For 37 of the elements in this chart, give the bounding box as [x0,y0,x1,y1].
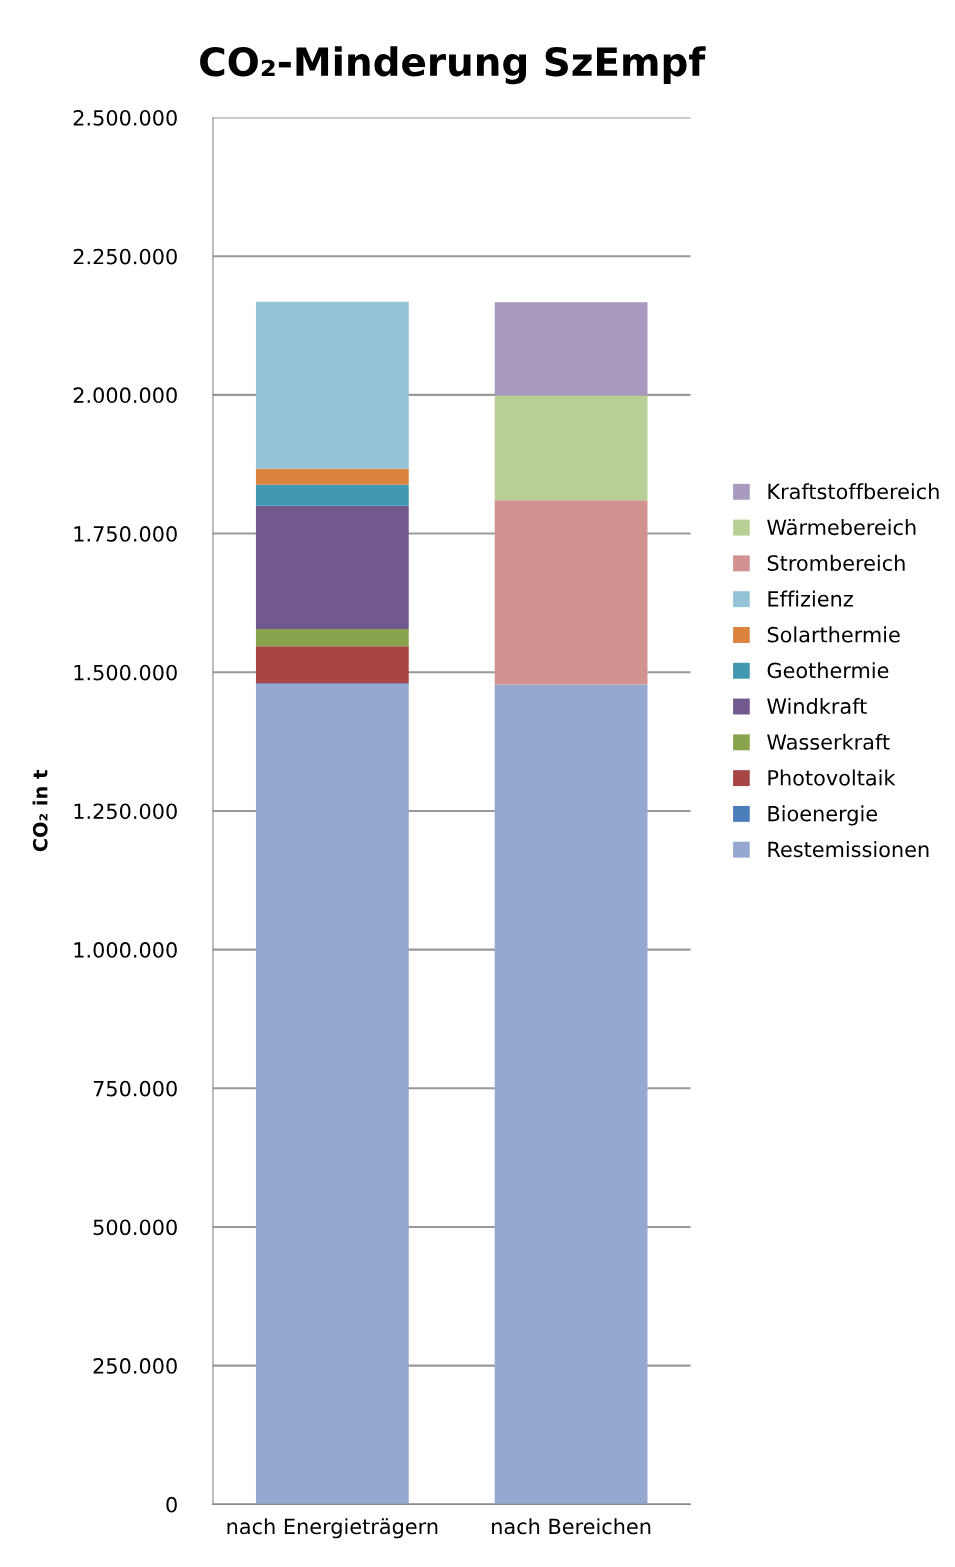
y-axis-title: CO₂ in t [32,770,48,852]
y-tick-label: 2.500.000 [73,109,177,126]
bar [255,628,409,647]
legend-label: Photovoltaik [768,769,896,786]
legend-label: Geothermie [767,662,889,679]
y-tick-label: 1.250.000 [74,803,177,820]
bar [494,500,648,685]
bar [255,684,409,1505]
legend-label: Wärmebereich [767,519,916,536]
y-tick-label: 1.750.000 [74,526,177,542]
y-tick-label: 1.500.000 [74,664,177,681]
legend-label: Bioenergie [768,805,878,826]
legend-label: Windkraft [767,697,867,715]
legend-label: Solarthermie [767,626,900,643]
y-tick-label: 0 [166,1496,177,1513]
x-tick-label: nach Energieträgern [227,1518,438,1539]
y-tick-label: 2.000.000 [73,387,177,404]
legend-label: Restemissionen [768,841,929,858]
bar [494,684,648,1505]
bar [255,301,409,469]
legend-label: Effizienz [768,590,853,607]
legend-label: Kraftstoffbereich [768,483,939,500]
bar [255,468,409,485]
bar [494,395,648,501]
x-tick-label: nach Bereichen [492,1518,651,1535]
y-tick-label: 750.000 [93,1080,177,1097]
bar [255,484,409,506]
y-tick-label: 2.250.000 [73,248,177,265]
legend-label: Strombereich [767,554,905,571]
bar [494,302,648,396]
legend-label: Wasserkraft [767,733,890,750]
y-tick-label: 500.000 [93,1219,177,1236]
bar [255,646,409,684]
chart-title: CO₂-Minderung SzEmpf [200,46,706,85]
y-tick-label: 1.000.000 [74,942,177,958]
y-tick-label: 250.000 [93,1358,177,1374]
bar [255,505,409,629]
